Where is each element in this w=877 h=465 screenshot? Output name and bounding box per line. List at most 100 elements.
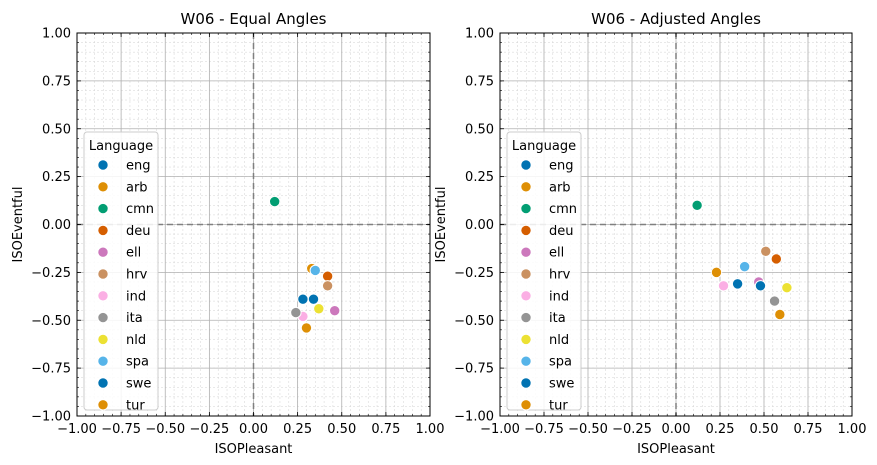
legend-marker-ita [97, 311, 109, 324]
legend-label-arb: arb [549, 180, 571, 195]
legend-label-nld: nld [126, 333, 146, 348]
axes-frame [76, 32, 431, 417]
x-tick-label: 0.75 [371, 422, 400, 437]
x-tick-label: 0.50 [750, 422, 779, 437]
data-point-cmn [691, 199, 703, 212]
legend-title: Language [512, 139, 576, 154]
data-point-nld [313, 303, 325, 315]
y-tick-label: 1.00 [465, 27, 494, 42]
data-point-nld [781, 281, 793, 294]
legend-label-ell: ell [126, 246, 141, 261]
legend-label-nld: nld [549, 333, 569, 348]
legend-label-eng: eng [126, 159, 151, 174]
x-tick-label: 1.00 [416, 422, 445, 437]
chart-title: W06 - Equal Angles [180, 10, 326, 28]
legend-label-ita: ita [549, 311, 566, 326]
x-tick-label: 0.00 [662, 422, 691, 437]
y-tick-label: 0.75 [42, 74, 71, 89]
legend-label-tur: tur [126, 398, 145, 413]
y-tick-label: −0.50 [454, 314, 494, 329]
x-axis-label: ISOPleasant [215, 442, 293, 457]
y-tick-label: 0.25 [465, 170, 494, 185]
legend-label-eng: eng [549, 159, 574, 174]
legend-label-deu: deu [549, 224, 574, 239]
legend-marker-swe [97, 377, 109, 389]
data-point-swe [307, 293, 320, 305]
data-point-ind [717, 280, 730, 292]
data-point-tur [774, 308, 786, 321]
legend-marker-arb [520, 181, 532, 193]
y-axis-label: ISOEventful [434, 187, 449, 263]
legend-marker-ind [97, 290, 109, 302]
chart-title: W06 - Adjusted Angles [591, 10, 761, 28]
y-tick-label: 1.00 [42, 27, 71, 42]
data-point-deu [321, 270, 334, 282]
y-tick-label: 0.00 [42, 218, 71, 233]
legend-label-ind: ind [549, 289, 569, 304]
y-tick-label: −1.00 [31, 410, 71, 425]
legend-marker-tur [520, 399, 532, 411]
legend-marker-tur [97, 399, 109, 411]
y-axis-label: ISOEventful [11, 187, 26, 263]
legend-marker-ita [520, 311, 532, 324]
y-tick-label: 0.00 [465, 218, 494, 233]
x-tick-label: 1.00 [838, 422, 867, 437]
y-tick-label: −0.75 [31, 362, 71, 377]
x-tick-label: −0.25 [612, 422, 652, 437]
legend-label-spa: spa [126, 355, 149, 370]
legend-marker-nld [520, 333, 532, 346]
legend-label-hrv: hrv [126, 268, 148, 283]
x-tick-label: −0.50 [145, 422, 185, 437]
legend-label-tur: tur [549, 398, 568, 413]
legend-label-deu: deu [126, 224, 151, 239]
legend-marker-eng [520, 159, 532, 171]
legend-marker-spa [97, 355, 109, 367]
y-tick-label: −0.25 [454, 266, 494, 281]
y-tick-label: −0.75 [454, 362, 494, 377]
data-point-hrv [321, 280, 334, 292]
x-tick-label: 0.75 [794, 422, 823, 437]
legend-marker-ind [520, 290, 532, 302]
data-point-spa [309, 264, 321, 277]
data-point-spa [738, 260, 751, 273]
x-axis-label: ISOPleasant [637, 442, 715, 457]
x-tick-label: −1.00 [480, 422, 520, 437]
data-point-eng [731, 278, 744, 290]
legend-label-cmn: cmn [549, 202, 577, 217]
y-tick-label: 0.50 [42, 122, 71, 137]
legend-label-ita: ita [126, 311, 143, 326]
axes-frame [499, 32, 853, 417]
legend-label-spa: spa [549, 355, 572, 370]
legend-marker-nld [97, 333, 109, 346]
legend-label-cmn: cmn [126, 202, 154, 217]
legend-label-hrv: hrv [549, 268, 571, 283]
y-tick-label: 0.75 [465, 74, 494, 89]
data-point-cmn [268, 195, 281, 208]
data-point-hrv [760, 245, 772, 258]
y-tick-label: −0.25 [31, 266, 71, 281]
legend-label-ell: ell [549, 246, 564, 261]
data-point-deu [770, 253, 783, 265]
legend-marker-deu [97, 224, 109, 237]
y-tick-label: 0.25 [42, 170, 71, 185]
legend-marker-eng [97, 159, 109, 171]
x-tick-label: −0.50 [568, 422, 608, 437]
data-point-arb [710, 266, 723, 279]
x-tick-label: 0.00 [239, 422, 268, 437]
legend-label-ind: ind [126, 289, 146, 304]
x-tick-label: −0.75 [524, 422, 564, 437]
legend-label-arb: arb [126, 180, 148, 195]
legend-marker-swe [520, 377, 532, 389]
y-tick-label: 0.50 [465, 122, 494, 137]
y-tick-label: −1.00 [454, 410, 494, 425]
y-tick-label: −0.50 [31, 314, 71, 329]
legend-label-swe: swe [126, 377, 151, 392]
legend-label-swe: swe [549, 377, 574, 392]
legend-title: Language [89, 139, 153, 154]
legend-marker-hrv [97, 268, 109, 280]
legend-marker-hrv [520, 268, 532, 280]
legend-marker-spa [520, 355, 532, 367]
x-tick-label: 0.50 [327, 422, 356, 437]
data-point-eng [297, 293, 309, 305]
